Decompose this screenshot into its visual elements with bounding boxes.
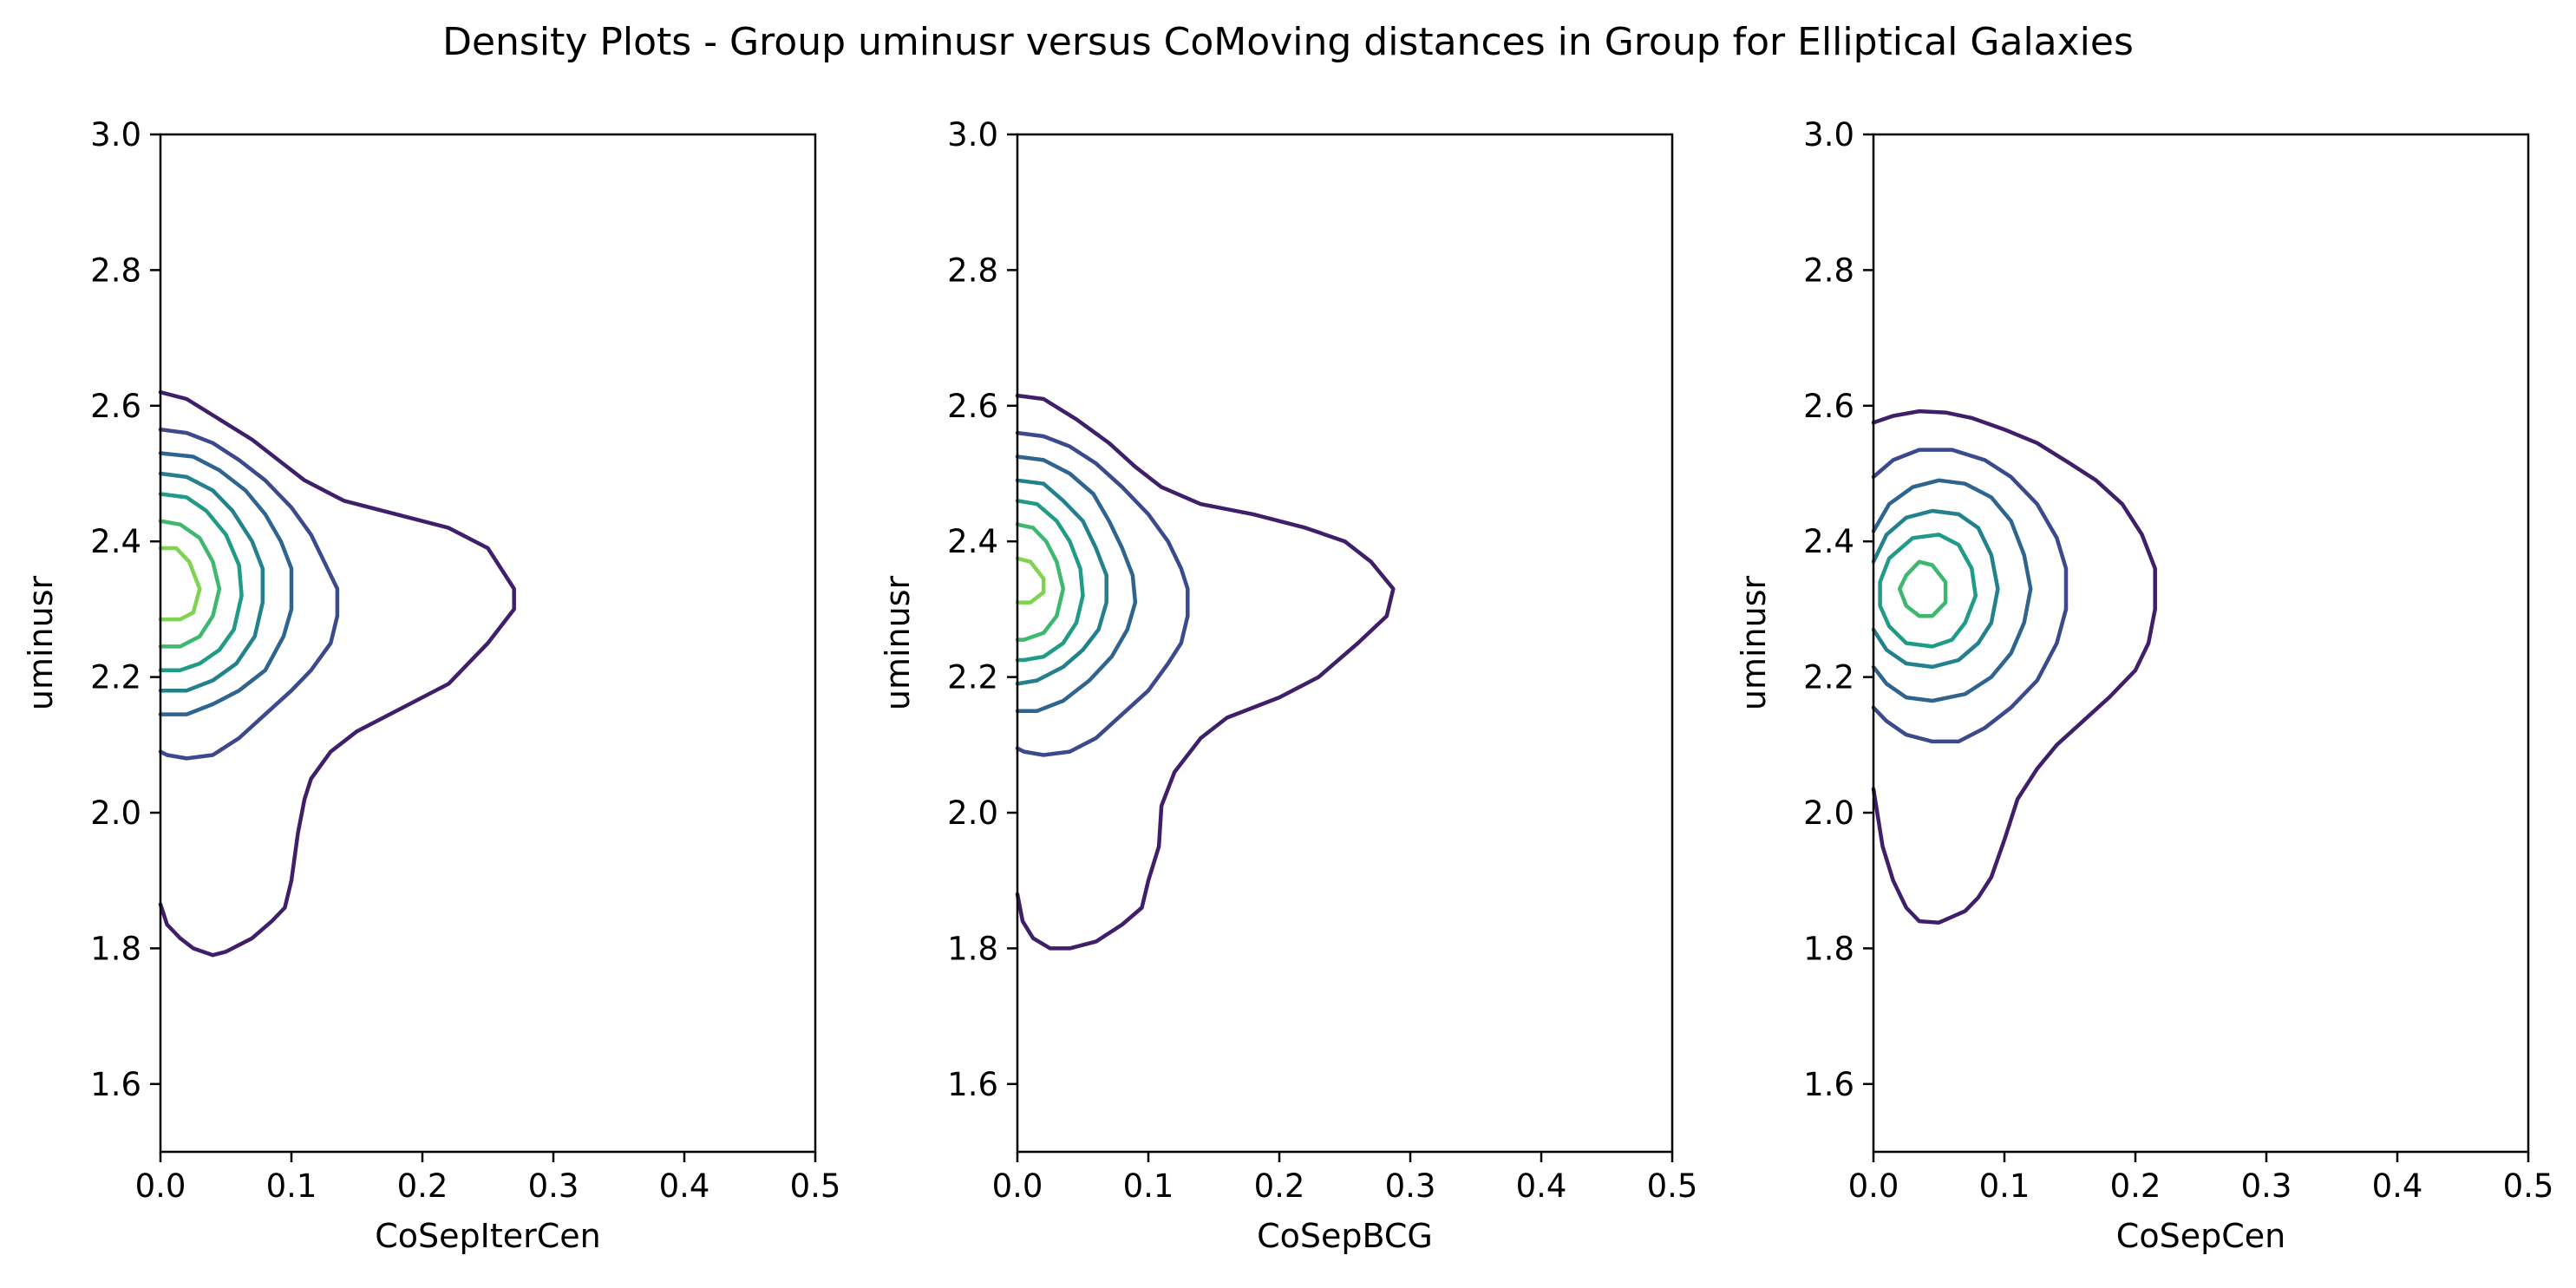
y-tick-label: 2.6 — [1803, 388, 1854, 425]
y-tick-label: 3.0 — [947, 116, 998, 154]
contour-line-level-2 — [1871, 448, 2069, 744]
y-tick-label: 2.6 — [947, 388, 998, 425]
contour-line-level-2 — [158, 427, 340, 761]
contour-line-level-4 — [1015, 478, 1108, 686]
y-tick-label: 2.4 — [90, 523, 141, 560]
x-tick-label: 0.1 — [1123, 1167, 1174, 1205]
axes-frame — [159, 133, 817, 1154]
contour-line-level-4 — [1871, 508, 2000, 670]
y-axis-label: uminusr — [22, 576, 60, 711]
x-tick-label: 0.4 — [1516, 1167, 1567, 1205]
contour-line-level-6 — [1015, 522, 1066, 642]
x-tick-label: 0.3 — [528, 1167, 579, 1205]
x-axis-label: CoSepBCG — [1257, 1217, 1433, 1255]
y-tick-label: 2.2 — [947, 659, 998, 696]
y-tick-label: 2.8 — [947, 252, 998, 289]
x-tick-label: 0.2 — [2110, 1167, 2161, 1205]
contour-line-level-2 — [1015, 430, 1190, 757]
contour-group — [1871, 409, 2157, 925]
x-tick-label: 0.2 — [1254, 1167, 1305, 1205]
y-tick-label: 2.2 — [90, 659, 141, 696]
y-tick-label: 1.8 — [1803, 930, 1854, 967]
y-tick-label: 2.0 — [1803, 794, 1854, 832]
x-tick-label: 0.1 — [1979, 1167, 2030, 1205]
x-tick-label: 0.1 — [266, 1167, 317, 1205]
x-tick-label: 0.0 — [135, 1167, 186, 1205]
contour-line-level-3 — [158, 451, 294, 716]
contour-line-level-6 — [158, 519, 222, 649]
contour-line-level-4 — [158, 471, 265, 693]
axes-frame — [1872, 133, 2530, 1154]
contour-line-level-5 — [158, 492, 244, 673]
x-tick-label: 0.0 — [992, 1167, 1043, 1205]
x-tick-label: 0.2 — [397, 1167, 448, 1205]
contour-group — [1015, 393, 1396, 951]
contour-line-level-7 — [1015, 556, 1046, 605]
x-tick-label: 0.4 — [659, 1167, 710, 1205]
axes-layer: 0.0 0.1 0.2 0.3 0.4 0.5 1.6 1.8 2.0 2.2 2.4 2.6 2.8 3… — [22, 116, 2553, 1255]
y-tick-label: 2.0 — [947, 794, 998, 832]
contour-line-level-5 — [1878, 533, 1978, 649]
y-tick-label: 1.8 — [947, 930, 998, 967]
y-axis-label: uminusr — [879, 576, 917, 711]
y-tick-label: 2.4 — [1803, 523, 1854, 560]
x-tick-label: 0.5 — [2503, 1167, 2554, 1205]
x-tick-label: 0.3 — [2241, 1167, 2292, 1205]
y-tick-label: 2.0 — [90, 794, 141, 832]
contour-group — [158, 389, 516, 958]
y-tick-label: 1.8 — [90, 930, 141, 967]
contour-line-level-5 — [1015, 499, 1085, 663]
y-tick-label: 2.2 — [1803, 659, 1854, 696]
y-tick-label: 1.6 — [947, 1066, 998, 1103]
axes-frame — [1016, 133, 1674, 1154]
y-tick-label: 2.6 — [90, 388, 141, 425]
contour-line-level-1 — [1871, 409, 2157, 925]
y-axis-label: uminusr — [1735, 576, 1773, 711]
figure-title: Density Plots - Group uminusr versus CoM… — [442, 20, 2134, 64]
y-tick-label: 1.6 — [90, 1066, 141, 1103]
contour-line-level-7 — [158, 546, 202, 622]
panel-3: 0.0 0.1 0.2 0.3 0.4 0.5 1.6 1.8 2.0 2.2 2.4 2.6 2.8 3… — [1735, 116, 2553, 1255]
y-tick-label: 1.6 — [1803, 1066, 1854, 1103]
x-tick-label: 0.5 — [790, 1167, 841, 1205]
contour-line-level-1 — [1015, 393, 1396, 951]
panel-2: 0.0 0.1 0.2 0.3 0.4 0.5 1.6 1.8 2.0 2.2 2.4 2.6 2.8 3… — [879, 116, 1697, 1255]
panel-1: 0.0 0.1 0.2 0.3 0.4 0.5 1.6 1.8 2.0 2.2 2.4 2.6 2.8 3… — [22, 116, 840, 1255]
y-tick-label: 3.0 — [90, 116, 141, 154]
y-tick-label: 2.4 — [947, 523, 998, 560]
x-tick-label: 0.4 — [2372, 1167, 2423, 1205]
x-tick-label: 0.5 — [1647, 1167, 1698, 1205]
y-tick-label: 2.8 — [90, 252, 141, 289]
contour-line-level-6 — [1897, 559, 1948, 618]
x-tick-label: 0.3 — [1385, 1167, 1436, 1205]
x-axis-label: CoSepIterCen — [375, 1217, 601, 1255]
x-tick-label: 0.0 — [1848, 1167, 1899, 1205]
y-tick-label: 2.8 — [1803, 252, 1854, 289]
y-tick-label: 3.0 — [1803, 116, 1854, 154]
x-axis-label: CoSepCen — [2116, 1217, 2285, 1255]
contour-line-level-3 — [1871, 478, 2033, 703]
contour-line-level-1 — [158, 389, 516, 958]
contour-line-level-3 — [1015, 454, 1138, 713]
